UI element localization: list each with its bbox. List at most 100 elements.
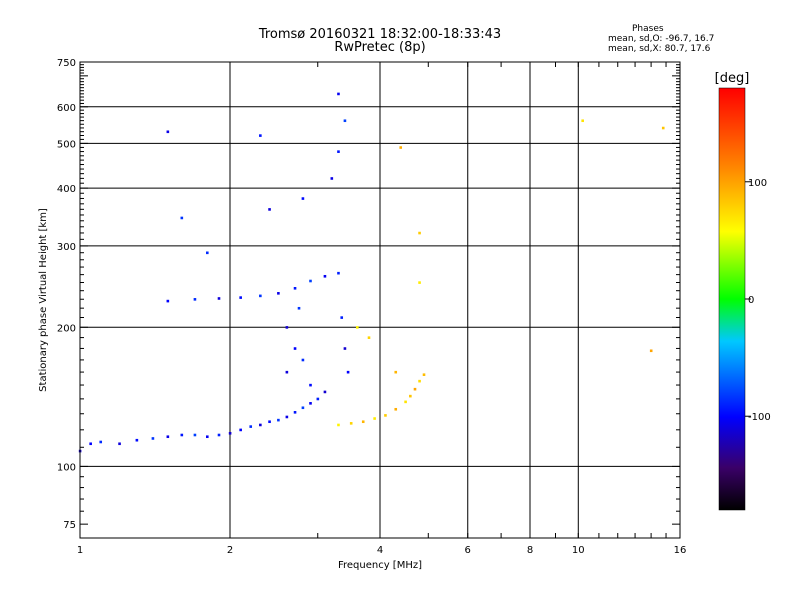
y-tick-label: 100: [57, 462, 76, 473]
data-point: [422, 373, 426, 377]
data-point: [394, 370, 398, 374]
y-tick-label: 200: [57, 323, 76, 334]
data-point: [337, 92, 340, 96]
data-point: [343, 347, 347, 350]
data-point: [166, 299, 170, 303]
data-point: [205, 251, 209, 255]
y-tick-label: 300: [57, 242, 76, 253]
data-point: [394, 407, 398, 411]
data-point: [259, 294, 262, 298]
data-point: [355, 326, 359, 329]
data-point: [399, 146, 403, 149]
data-point: [293, 287, 297, 290]
data-point: [337, 271, 340, 275]
data-point: [349, 422, 353, 425]
data-point: [268, 208, 271, 211]
data-point: [323, 274, 327, 278]
phase-stats-header: Phases: [632, 24, 664, 34]
grid: [80, 62, 680, 538]
data-point: [418, 231, 421, 235]
data-point: [404, 400, 407, 404]
data-point: [337, 150, 340, 153]
data-point: [193, 298, 197, 301]
data-point: [293, 347, 297, 350]
x-axis: 1 2 4 6 8 10 16: [77, 62, 687, 556]
colorbar: [deg] 100 0 -100: [715, 71, 771, 511]
data-point: [277, 292, 280, 295]
y-tick-label: 600: [57, 103, 76, 114]
data-point: [309, 383, 312, 387]
data-point: [649, 349, 653, 353]
data-point: [309, 402, 312, 405]
data-point: [249, 425, 253, 428]
data-point: [239, 296, 242, 299]
data-point: [661, 126, 665, 130]
data-points: [78, 92, 665, 453]
data-point: [217, 433, 221, 437]
data-point: [285, 326, 289, 329]
data-point: [285, 415, 289, 419]
data-point: [193, 433, 197, 437]
y-tick-label: 500: [57, 139, 76, 150]
data-point: [373, 417, 376, 420]
data-point: [301, 358, 305, 362]
data-point: [409, 394, 412, 398]
data-point: [180, 433, 184, 437]
data-point: [361, 420, 365, 424]
data-point: [205, 435, 209, 439]
data-point: [166, 435, 170, 439]
data-point: [293, 411, 297, 414]
colorbar-label: [deg]: [715, 71, 750, 86]
data-point: [217, 297, 221, 300]
phase-stats-o: mean, sd,O: -96.7, 16.7: [608, 34, 715, 44]
data-point: [135, 438, 139, 442]
data-point: [337, 423, 340, 427]
data-point: [346, 370, 350, 374]
data-point: [340, 316, 344, 319]
data-point: [180, 216, 184, 220]
data-point: [581, 119, 584, 123]
data-point: [228, 431, 232, 435]
x-tick-label: 4: [377, 545, 383, 556]
data-point: [323, 390, 327, 394]
data-point: [239, 428, 242, 432]
x-tick-label: 10: [572, 545, 585, 556]
colorbar-tick-label: 0: [748, 295, 754, 306]
data-point: [330, 177, 334, 180]
data-point: [118, 442, 121, 446]
data-point: [301, 406, 305, 410]
data-point: [418, 281, 421, 284]
x-tick-label: 16: [674, 545, 687, 556]
data-point: [151, 437, 155, 440]
data-point: [413, 387, 417, 391]
data-point: [259, 134, 262, 137]
data-point: [367, 336, 371, 339]
data-point: [297, 306, 301, 310]
y-tick-label: 750: [57, 58, 76, 69]
phase-stats-x: mean, sd,X: 80.7, 17.6: [608, 44, 711, 54]
colorbar-ticks: 100 0 -100: [745, 178, 771, 423]
chart-title-line1: Tromsø 20160321 18:32:00-18:33:43: [258, 27, 502, 42]
y-tick-label: 75: [63, 520, 76, 531]
data-point: [285, 370, 289, 374]
data-point: [268, 420, 271, 424]
x-tick-label: 1: [77, 545, 83, 556]
y-tick-label: 400: [57, 184, 76, 195]
data-point: [343, 119, 347, 123]
colorbar-gradient: [718, 87, 746, 511]
data-point: [166, 130, 170, 134]
y-axis: 75 100 200 300 400 500 600 750: [57, 58, 680, 531]
x-tick-label: 2: [227, 545, 233, 556]
x-tick-label: 8: [527, 545, 533, 556]
colorbar-tick-label: 100: [748, 178, 767, 189]
x-tick-label: 6: [465, 545, 471, 556]
data-point: [99, 440, 103, 444]
colorbar-tick-label: -100: [748, 412, 771, 423]
chart-title-line2: RwPretec (8p): [334, 40, 426, 55]
data-point: [418, 379, 421, 383]
data-point: [259, 423, 262, 427]
data-point: [316, 397, 320, 401]
y-axis-label: Stationary phase Virtual Height [km]: [38, 208, 49, 392]
x-axis-label: Frequency [MHz]: [338, 560, 422, 571]
